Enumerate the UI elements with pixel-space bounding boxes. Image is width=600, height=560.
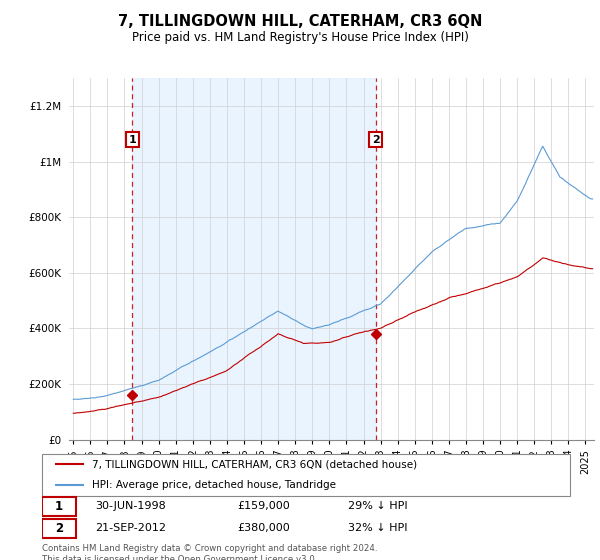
FancyBboxPatch shape [42, 497, 76, 516]
Text: 29% ↓ HPI: 29% ↓ HPI [348, 501, 408, 511]
Text: 2: 2 [372, 134, 379, 144]
Text: 30-JUN-1998: 30-JUN-1998 [95, 501, 166, 511]
Text: HPI: Average price, detached house, Tandridge: HPI: Average price, detached house, Tand… [92, 480, 336, 490]
Text: 7, TILLINGDOWN HILL, CATERHAM, CR3 6QN (detached house): 7, TILLINGDOWN HILL, CATERHAM, CR3 6QN (… [92, 459, 417, 469]
Text: 2: 2 [55, 522, 63, 535]
Text: 7, TILLINGDOWN HILL, CATERHAM, CR3 6QN: 7, TILLINGDOWN HILL, CATERHAM, CR3 6QN [118, 14, 482, 29]
Bar [133, 78, 376, 440]
Text: 1: 1 [128, 134, 136, 144]
Text: 21-SEP-2012: 21-SEP-2012 [95, 524, 166, 534]
FancyBboxPatch shape [42, 454, 570, 496]
Text: 32% ↓ HPI: 32% ↓ HPI [348, 524, 408, 534]
Text: £380,000: £380,000 [238, 524, 290, 534]
Text: £159,000: £159,000 [238, 501, 290, 511]
Text: Price paid vs. HM Land Registry's House Price Index (HPI): Price paid vs. HM Land Registry's House … [131, 31, 469, 44]
Text: 1: 1 [55, 500, 63, 513]
Text: Contains HM Land Registry data © Crown copyright and database right 2024.
This d: Contains HM Land Registry data © Crown c… [42, 544, 377, 560]
FancyBboxPatch shape [42, 519, 76, 538]
